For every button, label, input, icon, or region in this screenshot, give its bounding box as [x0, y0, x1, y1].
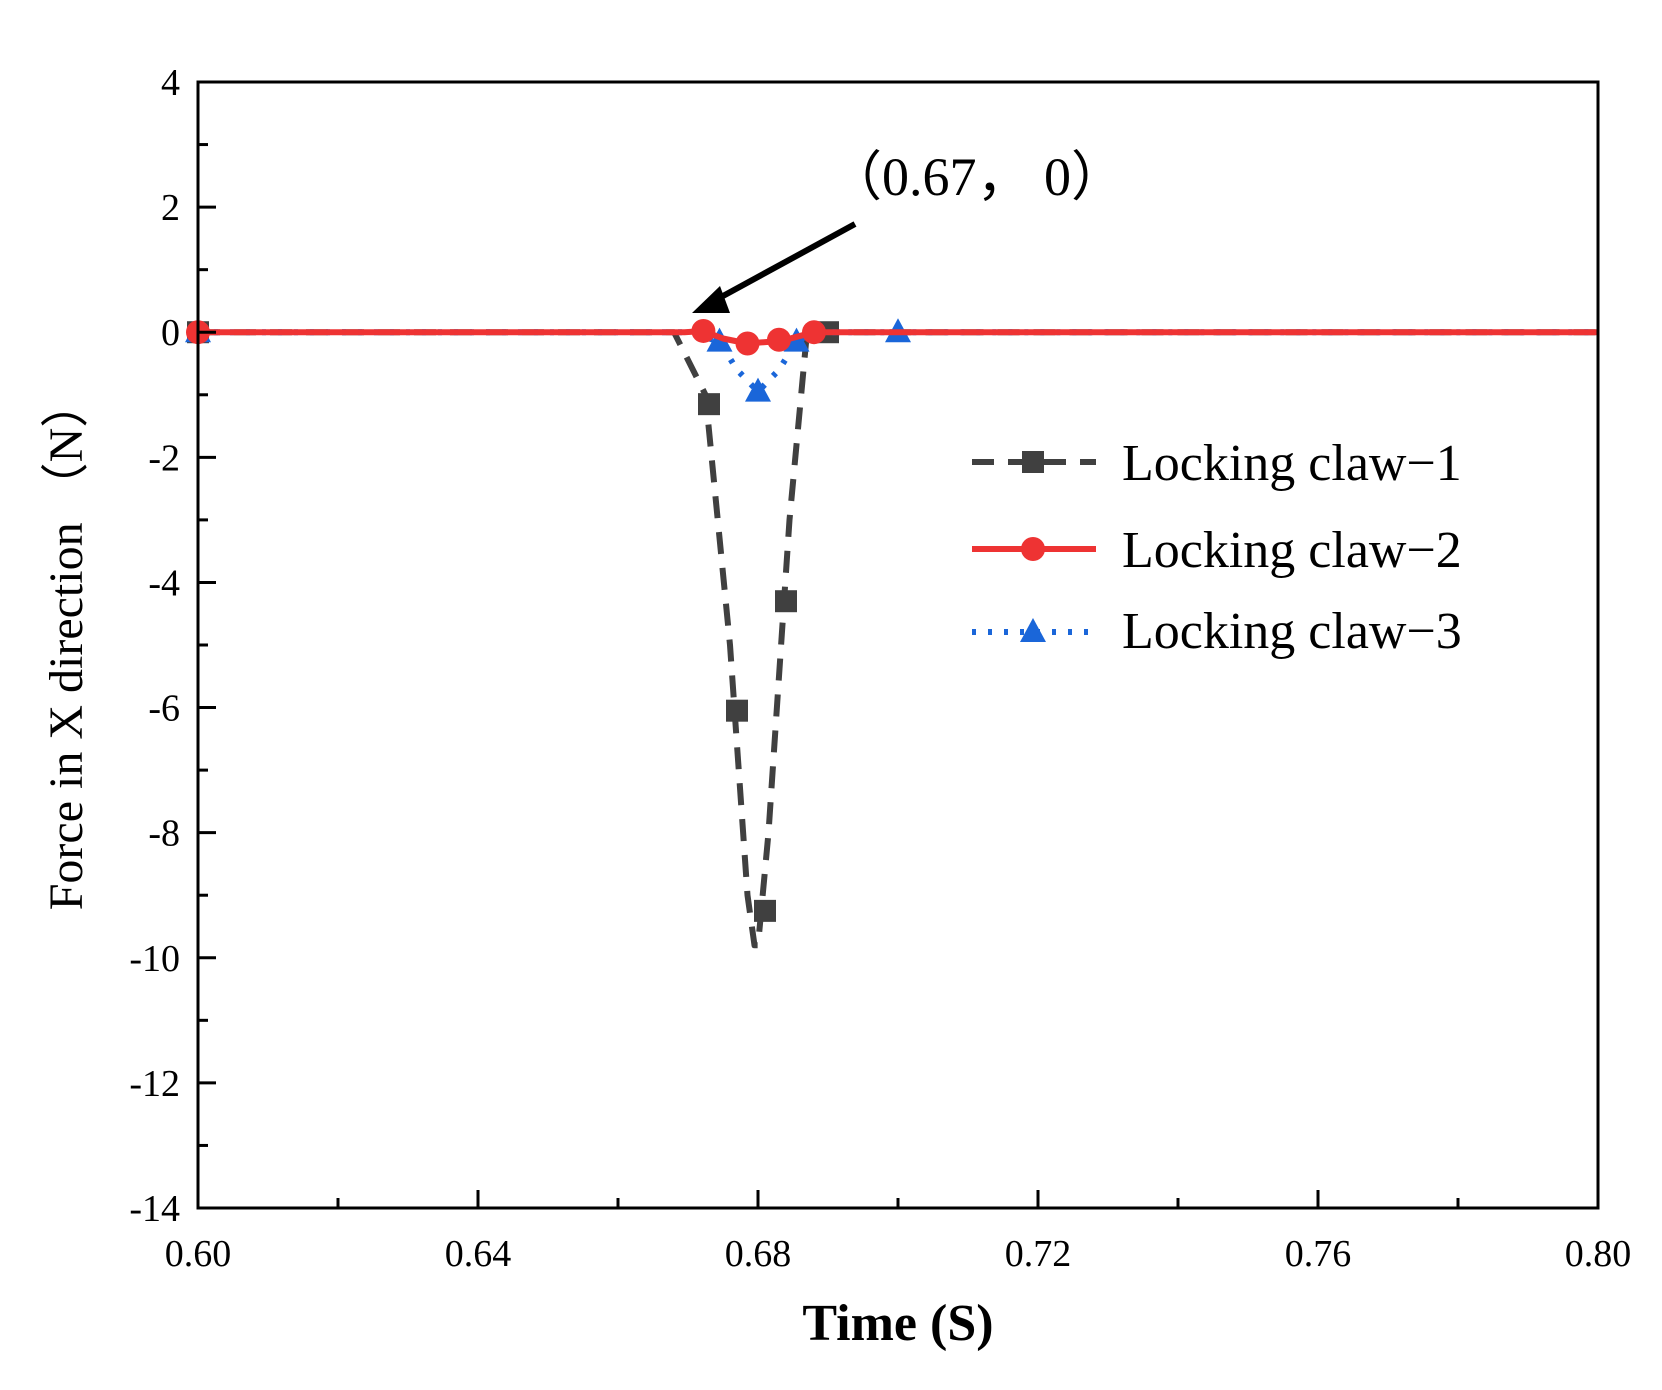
legend-item-2: Locking claw−2	[972, 522, 1462, 579]
legend-marker-1	[1022, 451, 1044, 473]
y-tick-label: -14	[129, 1188, 180, 1230]
x-tick-label: 0.76	[1285, 1233, 1352, 1275]
legend-label-1: Locking claw−1	[1122, 435, 1462, 492]
x-tick-label: 0.64	[445, 1233, 512, 1275]
data-point	[691, 318, 716, 343]
x-tick-label: 0.68	[725, 1233, 792, 1275]
legend-item-3: Locking claw−3	[972, 603, 1462, 660]
legend-marker-3	[1020, 618, 1046, 642]
y-tick-label: -4	[148, 562, 180, 604]
data-point	[767, 327, 791, 352]
legend-label-2: Locking claw−2	[1122, 522, 1462, 579]
series-line-1	[198, 329, 1598, 949]
annotation-text: （0.67， 0）	[828, 147, 1125, 207]
data-point	[775, 590, 797, 613]
y-tick-label: 4	[161, 62, 180, 104]
annotation: （0.67， 0）	[692, 147, 1125, 313]
y-axis-title: Force in X direction （N）	[40, 380, 93, 911]
ticks-layer: 0.60 0.64 0.68 0.72 0.76 0.80 4 2 0 -2 -4 -6 -8 -10 -1…	[129, 62, 1631, 1275]
legend-item-1: Locking claw−1	[972, 435, 1462, 492]
y-tick-label: -2	[148, 437, 180, 479]
y-tick-label: 2	[161, 187, 180, 229]
data-point	[754, 899, 776, 922]
x-axis-title: Time (S)	[802, 1295, 993, 1352]
y-tick-label: -10	[129, 938, 180, 980]
data-point	[726, 699, 748, 722]
legend-marker-2	[1021, 537, 1045, 561]
y-tick-label: -6	[148, 688, 180, 730]
y-tick-label: -12	[129, 1063, 180, 1105]
y-tick-label: 0	[161, 312, 180, 354]
x-tick-label: 0.60	[165, 1233, 232, 1275]
data-point	[698, 393, 720, 416]
x-tick-label: 0.72	[1005, 1233, 1072, 1275]
legend-label-3: Locking claw−3	[1122, 603, 1462, 660]
legend: Locking claw−1 Locking claw−2 Locking cl…	[972, 435, 1462, 660]
y-tick-label: -8	[148, 813, 180, 855]
annotation-arrow-shaft	[710, 221, 857, 305]
annotation-arrow-head	[692, 286, 730, 313]
data-point	[802, 320, 826, 345]
x-tick-label: 0.80	[1565, 1233, 1632, 1275]
data-point	[745, 377, 771, 402]
data-point	[735, 331, 760, 356]
plot-layer	[185, 318, 1598, 949]
